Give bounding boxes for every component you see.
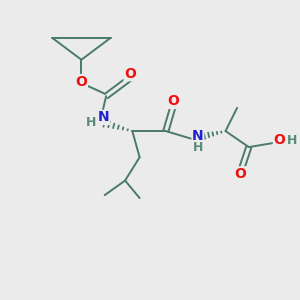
Text: O: O: [167, 94, 179, 108]
Text: O: O: [124, 67, 136, 81]
Text: O: O: [235, 167, 247, 181]
Text: O: O: [76, 75, 87, 88]
Text: H: H: [86, 116, 96, 129]
Text: N: N: [98, 110, 110, 124]
Text: H: H: [287, 134, 298, 147]
Text: O: O: [273, 134, 285, 147]
Text: H: H: [193, 142, 203, 154]
Text: N: N: [192, 129, 204, 143]
